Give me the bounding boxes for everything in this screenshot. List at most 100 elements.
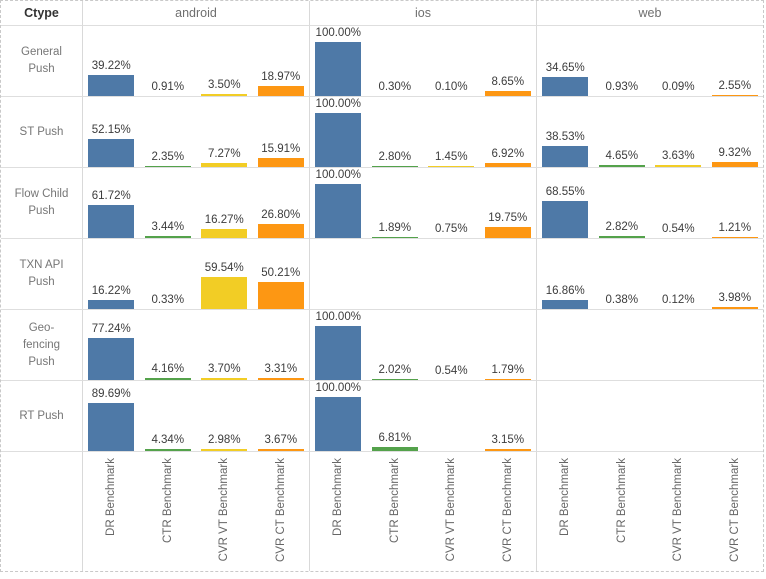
ctr-benchmark-bar[interactable]	[598, 164, 645, 167]
panel-android: 61.72% 3.44% 16.27% 26.80%	[83, 168, 310, 239]
dr-benchmark-bar[interactable]	[88, 338, 135, 380]
value-label: 0.33%	[151, 294, 185, 306]
cvr-ct-benchmark-bar[interactable]	[484, 227, 531, 238]
value-label: 0.93%	[605, 81, 639, 93]
ctype-row: Flow Child Push 61.72% 3.44% 16.27% 26.80% 10…	[1, 168, 763, 239]
bar-slot: 3.70%	[196, 310, 253, 380]
panel-android: 77.24% 4.16% 3.70% 3.31%	[83, 310, 310, 381]
ctr-benchmark-bar[interactable]	[144, 377, 191, 380]
value-label: 7.27%	[207, 148, 241, 161]
dr-benchmark-bar[interactable]	[88, 204, 135, 238]
panel-android: 16.22% 0.33% 59.54% 50.21%	[83, 239, 310, 310]
dr-benchmark-bar[interactable]	[315, 113, 362, 167]
cvr-vt-benchmark-bar[interactable]	[201, 378, 248, 380]
cvr-ct-benchmark-bar[interactable]	[257, 158, 304, 167]
value-label: 3.31%	[264, 363, 298, 376]
bar-slot: 0.10%	[423, 26, 480, 96]
value-label: 26.80%	[261, 208, 301, 221]
bar-slot: 0.54%	[423, 310, 480, 380]
cvr-vt-benchmark-bar[interactable]	[201, 163, 248, 167]
cvr-ct-benchmark-bar[interactable]	[257, 85, 304, 96]
ctr-benchmark-bar[interactable]	[371, 165, 418, 167]
cvr-ct-benchmark-bar[interactable]	[257, 449, 304, 451]
cvr-ct-benchmark-bar[interactable]	[484, 449, 531, 451]
value-label: 0.54%	[661, 223, 695, 235]
cvr-vt-benchmark-bar[interactable]	[428, 166, 475, 167]
bar-slot: 1.45%	[423, 97, 480, 167]
ctr-benchmark-bar[interactable]	[371, 236, 418, 238]
cvr-ct-benchmark-bar[interactable]	[257, 223, 304, 238]
value-label: 3.67%	[264, 434, 298, 447]
axis-label: CVR VT Benchmark	[672, 458, 685, 562]
dr-benchmark-bar[interactable]	[315, 397, 362, 451]
bar-slot: 3.63%	[650, 97, 707, 167]
bar-slot: 0.30%	[367, 26, 424, 96]
cvr-vt-benchmark-bar[interactable]	[655, 165, 702, 167]
axis-label: DR Benchmark	[332, 458, 345, 536]
value-label: 61.72%	[91, 189, 131, 202]
dr-benchmark-bar[interactable]	[315, 42, 362, 96]
cvr-ct-benchmark-bar[interactable]	[257, 378, 304, 380]
ctr-benchmark-bar[interactable]	[144, 165, 191, 167]
panel-ios: 100.00% 2.02% 0.54% 1.79%	[310, 310, 537, 381]
bar-slot: 18.97%	[253, 26, 310, 96]
cvr-ct-benchmark-bar[interactable]	[257, 281, 304, 309]
value-label: 100.00%	[315, 169, 361, 181]
value-label: 3.44%	[151, 221, 185, 234]
dr-benchmark-bar[interactable]	[88, 74, 135, 96]
axis-label: CTR Benchmark	[161, 458, 174, 543]
value-label: 3.98%	[718, 291, 752, 304]
dr-benchmark-bar[interactable]	[88, 138, 135, 167]
dr-benchmark-bar[interactable]	[542, 200, 589, 238]
row-label: General Push	[1, 26, 83, 97]
dr-benchmark-bar[interactable]	[542, 77, 589, 96]
cvr-ct-benchmark-bar[interactable]	[484, 379, 531, 380]
bar-slot: 3.31%	[253, 310, 310, 380]
panel-web: 68.55% 2.82% 0.54% 1.21%	[537, 168, 763, 239]
value-label: 38.53%	[545, 131, 585, 144]
dr-benchmark-bar[interactable]	[88, 300, 135, 309]
bar-slot: 15.91%	[253, 97, 310, 167]
axis-labels-ios: DR Benchmark CTR Benchmark CVR VT Benchmar…	[310, 452, 537, 571]
cvr-ct-benchmark-bar[interactable]	[711, 94, 758, 96]
bar-slot: 38.53%	[537, 97, 594, 167]
axis-slot: DR Benchmark	[83, 452, 140, 571]
axis-label: CTR Benchmark	[615, 458, 628, 543]
cvr-ct-benchmark-bar[interactable]	[484, 91, 531, 96]
ctr-benchmark-bar[interactable]	[144, 236, 191, 238]
crosstab-grid: Ctype android ios web General Push 39.22%…	[1, 1, 763, 571]
value-label: 0.10%	[434, 81, 468, 93]
value-label: 100.00%	[315, 382, 361, 394]
ctr-benchmark-bar[interactable]	[371, 447, 418, 451]
dr-benchmark-bar[interactable]	[88, 402, 135, 451]
dr-benchmark-bar[interactable]	[315, 184, 362, 238]
dr-benchmark-bar[interactable]	[315, 326, 362, 380]
value-label: 6.81%	[378, 432, 412, 445]
bar-slot: 16.86%	[537, 239, 594, 309]
panel-ios: 100.00% 2.80% 1.45% 6.92%	[310, 97, 537, 168]
dr-benchmark-bar[interactable]	[542, 146, 589, 167]
cvr-ct-benchmark-bar[interactable]	[711, 306, 758, 309]
cvr-vt-benchmark-bar[interactable]	[201, 94, 248, 96]
axis-slot: CVR VT Benchmark	[650, 452, 707, 571]
bar-slot: 59.54%	[196, 239, 253, 309]
panel-ios: 100.00% 1.89% 0.75% 19.75%	[310, 168, 537, 239]
axis-label: DR Benchmark	[559, 458, 572, 536]
bar-slot: 4.16%	[140, 310, 197, 380]
ctr-benchmark-bar[interactable]	[371, 378, 418, 380]
cvr-vt-benchmark-bar[interactable]	[201, 449, 248, 451]
axis-slot: DR Benchmark	[310, 452, 367, 571]
bar-slot	[537, 310, 594, 380]
ctype-row: TXN API Push 16.22% 0.33% 59.54% 50.21% 16.86…	[1, 239, 763, 310]
cvr-vt-benchmark-bar[interactable]	[201, 276, 248, 309]
cvr-ct-benchmark-bar[interactable]	[711, 237, 758, 238]
value-label: 3.70%	[207, 363, 241, 376]
ctr-benchmark-bar[interactable]	[144, 448, 191, 451]
ctr-benchmark-bar[interactable]	[598, 236, 645, 238]
cvr-ct-benchmark-bar[interactable]	[711, 161, 758, 167]
cvr-vt-benchmark-bar[interactable]	[201, 229, 248, 238]
value-label: 0.30%	[378, 81, 412, 93]
dr-benchmark-bar[interactable]	[542, 299, 589, 309]
cvr-ct-benchmark-bar[interactable]	[484, 163, 531, 167]
axis-slot: CTR Benchmark	[594, 452, 651, 571]
